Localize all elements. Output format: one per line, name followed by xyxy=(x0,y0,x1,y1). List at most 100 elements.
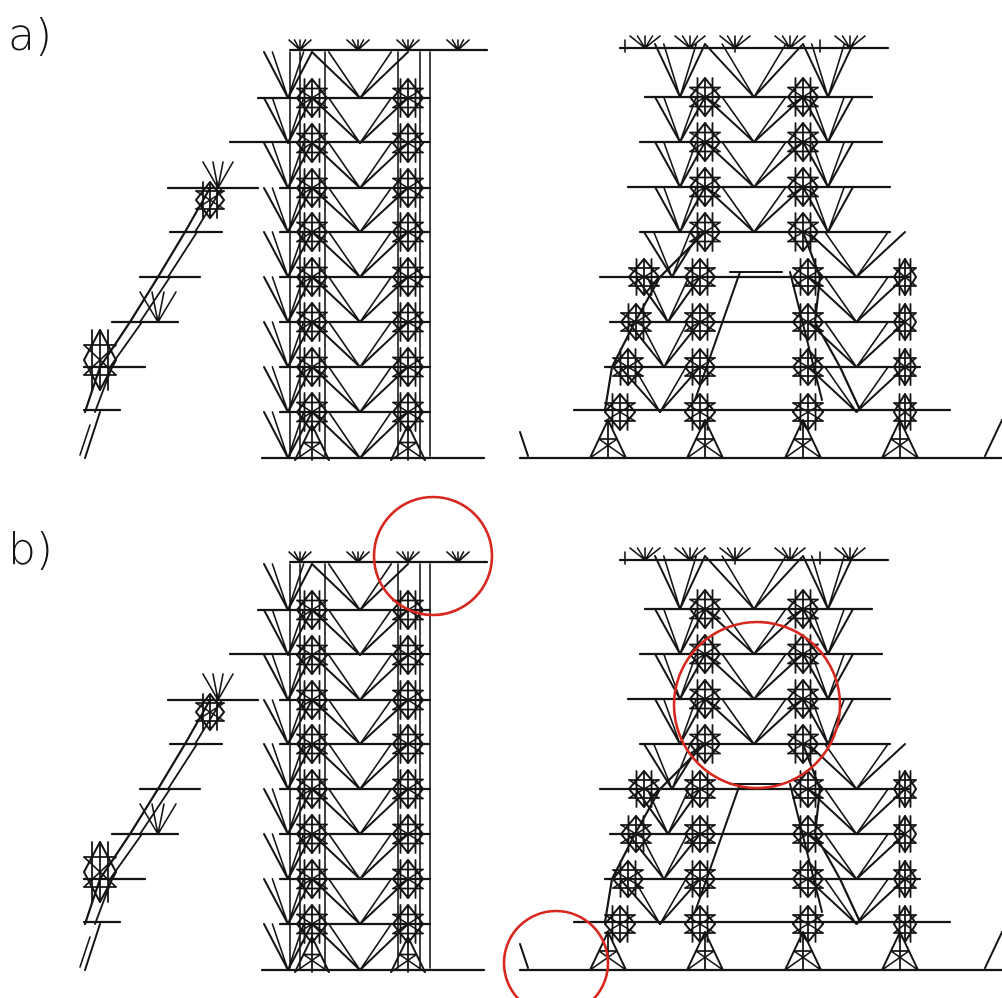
truss-member xyxy=(679,555,706,610)
truss-member xyxy=(753,96,787,143)
truss-member xyxy=(810,653,829,700)
truss-member xyxy=(263,51,289,99)
truss-member xyxy=(271,142,289,189)
truss-member xyxy=(643,743,673,790)
truss-member xyxy=(619,878,661,925)
truss-member xyxy=(662,141,681,188)
truss-member xyxy=(753,653,804,700)
truss-member xyxy=(311,923,361,971)
truss-member xyxy=(167,743,198,790)
truss-member xyxy=(721,186,755,233)
truss-member xyxy=(156,742,187,791)
truss-member xyxy=(288,39,301,51)
truss-member xyxy=(311,833,361,880)
truss-member xyxy=(781,547,791,561)
truss-member xyxy=(643,231,673,278)
truss-member xyxy=(263,97,289,144)
truss-member xyxy=(401,551,409,563)
truss-member xyxy=(302,441,330,461)
truss-member xyxy=(271,833,289,880)
truss-member xyxy=(359,51,393,99)
truss-member xyxy=(810,698,829,745)
truss-member xyxy=(351,39,359,51)
truss-member xyxy=(838,877,862,924)
truss-member xyxy=(721,43,755,98)
truss-member xyxy=(217,161,224,189)
truss-member xyxy=(774,35,791,49)
truss-member xyxy=(704,698,755,745)
truss-member xyxy=(327,609,361,656)
truss-member xyxy=(271,788,289,835)
truss-member xyxy=(327,411,361,459)
truss-member xyxy=(311,51,361,99)
truss-member xyxy=(689,35,706,49)
truss-member xyxy=(855,366,906,413)
truss-member xyxy=(827,608,854,655)
truss-member xyxy=(139,788,171,835)
truss-member xyxy=(263,878,289,925)
truss-member xyxy=(359,276,393,323)
truss-member xyxy=(327,321,361,368)
truss-member xyxy=(293,551,301,563)
truss-member xyxy=(271,411,289,459)
truss-member xyxy=(789,271,823,401)
truss-member xyxy=(327,97,361,144)
truss-member xyxy=(667,788,690,835)
truss-member xyxy=(327,276,361,323)
truss-member xyxy=(827,186,854,233)
truss-member xyxy=(311,654,361,701)
truss-member xyxy=(659,878,687,925)
truss-member xyxy=(359,187,393,233)
truss-member xyxy=(890,950,919,971)
truss-member xyxy=(398,953,426,973)
truss-member xyxy=(662,555,681,610)
truss-member xyxy=(802,698,829,745)
truss-member xyxy=(753,653,787,700)
truss-member xyxy=(838,365,862,412)
truss-member xyxy=(151,291,159,323)
truss-member xyxy=(263,743,289,790)
truss-member xyxy=(679,653,698,700)
truss-member xyxy=(327,654,361,701)
truss-member xyxy=(646,788,669,835)
truss-member xyxy=(654,43,681,98)
truss-member xyxy=(827,96,846,143)
truss-member xyxy=(271,743,289,790)
truss-member xyxy=(396,551,409,563)
truss-member xyxy=(841,35,851,49)
truss-member xyxy=(401,39,409,51)
truss-member xyxy=(827,698,846,745)
truss-member xyxy=(263,366,289,413)
truss-member xyxy=(359,231,393,278)
truss-member xyxy=(359,276,409,323)
truss-member xyxy=(359,923,393,971)
truss-member xyxy=(789,35,806,49)
truss-member xyxy=(671,743,701,790)
truss-member xyxy=(824,833,858,880)
truss-member xyxy=(824,743,858,790)
truss-member xyxy=(212,161,219,189)
truss-member xyxy=(359,833,409,880)
truss-member xyxy=(663,833,701,880)
highlight-circle xyxy=(672,620,842,790)
truss-member xyxy=(810,43,829,98)
truss-member xyxy=(327,923,361,971)
truss-member xyxy=(627,833,665,880)
truss-member xyxy=(753,698,804,745)
truss-member xyxy=(841,547,851,561)
truss-member xyxy=(721,653,755,700)
truss-member xyxy=(721,96,755,143)
truss-member xyxy=(824,366,858,413)
truss-member xyxy=(398,441,426,461)
truss-member xyxy=(271,366,289,413)
truss-member xyxy=(151,803,159,835)
truss-member xyxy=(855,788,889,835)
truss-member xyxy=(662,698,681,745)
panel-b-structures xyxy=(79,547,1002,973)
truss-member xyxy=(753,608,787,655)
truss-member xyxy=(802,141,829,188)
truss-member xyxy=(636,547,646,561)
truss-member xyxy=(807,321,858,368)
truss-member xyxy=(855,743,889,790)
truss-member xyxy=(644,547,661,561)
